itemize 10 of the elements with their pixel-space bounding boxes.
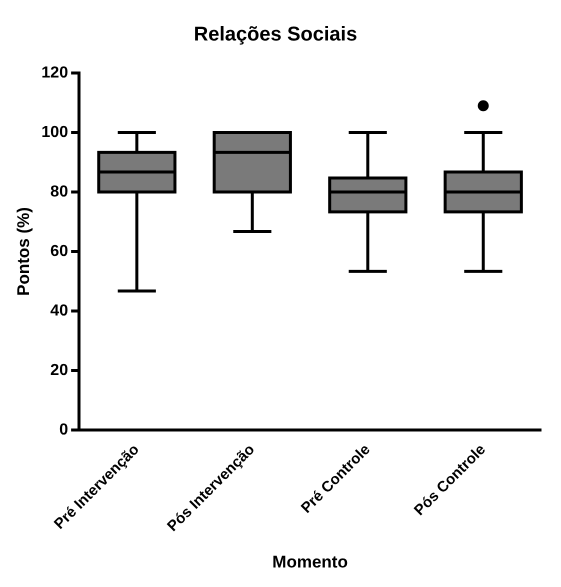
y-axis-title: Pontos (%) xyxy=(14,207,33,296)
y-tick-label: 80 xyxy=(50,183,68,200)
x-axis-title: Momento xyxy=(272,552,348,572)
y-tick-label: 120 xyxy=(41,64,68,82)
y-tick-label: 20 xyxy=(50,362,68,379)
y-tick-label: 40 xyxy=(50,302,68,320)
y-tick-label: 60 xyxy=(50,242,68,260)
chart-title: Relações Sociais xyxy=(194,24,358,46)
y-tick-label: 100 xyxy=(41,124,68,141)
y-tick-label: 0 xyxy=(59,421,68,438)
